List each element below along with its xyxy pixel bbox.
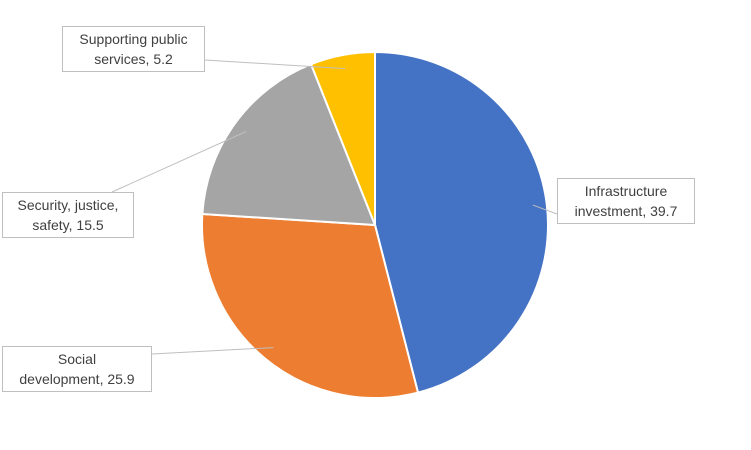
value-label: 25.9: [107, 371, 135, 387]
value-label: 15.5: [76, 217, 104, 233]
pie-slice: [201, 212, 420, 399]
category-label: Supporting public services: [79, 31, 188, 67]
pie-slice: [374, 50, 549, 394]
data-label: Infrastructure investment, 39.7: [557, 178, 695, 224]
pie-slice: [201, 62, 377, 227]
data-label: Security, justice, safety, 15.5: [2, 192, 134, 238]
leader-line: [111, 131, 247, 193]
leader-line: [204, 59, 346, 70]
leader-line: [532, 204, 558, 215]
category-label: Security, justice, safety: [17, 197, 119, 233]
value-label: 5.2: [153, 51, 173, 67]
value-label: 39.7: [650, 203, 678, 219]
pie-slice: [309, 50, 376, 226]
leader-line: [151, 347, 274, 355]
category-label: Social development: [19, 351, 100, 387]
data-label: Supporting public services, 5.2: [62, 26, 205, 72]
data-label: Social development, 25.9: [2, 346, 152, 392]
category-label: Infrastructure investment: [574, 183, 668, 219]
